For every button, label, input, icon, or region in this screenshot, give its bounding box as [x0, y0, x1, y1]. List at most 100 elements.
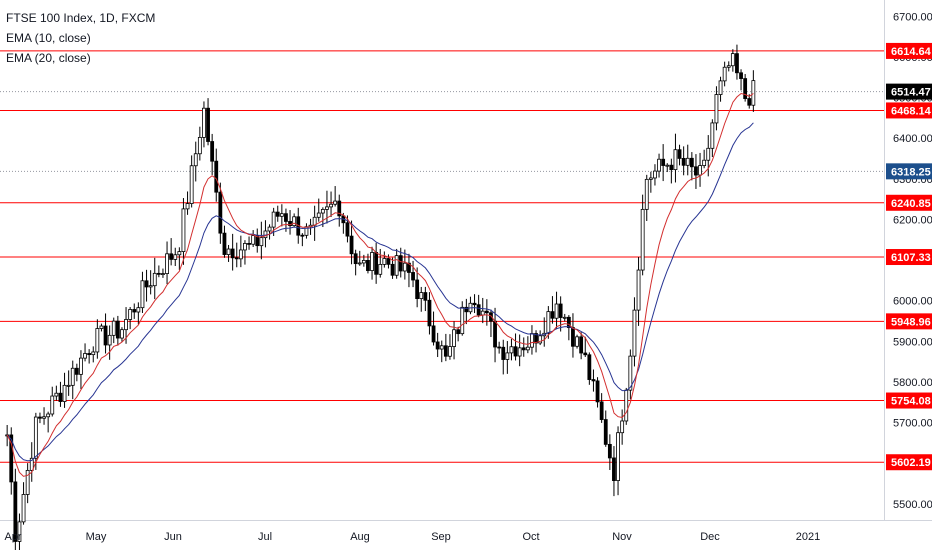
candle-down [431, 325, 436, 343]
level-price-tag-label: 6107.33 [891, 252, 931, 264]
price-axis[interactable]: 5500.005600.005700.005800.005900.006000.… [893, 11, 932, 511]
candle-down [694, 166, 698, 176]
candle-up [517, 347, 522, 357]
candle-down [13, 481, 18, 542]
candle-down [550, 311, 555, 319]
candle-up [657, 158, 661, 172]
candle-down [415, 279, 420, 300]
candle-up [189, 165, 194, 204]
candle-down [275, 211, 280, 217]
candle-down [300, 234, 305, 237]
candle-up [665, 164, 670, 167]
candle-up [726, 65, 731, 68]
time-tick-label: Sep [431, 531, 451, 543]
candle-up [616, 432, 620, 481]
time-tick-label: Jun [164, 531, 182, 543]
candle-up [62, 384, 67, 402]
time-tick-label: Aug [350, 531, 370, 543]
candle-down [566, 316, 571, 329]
candle-down [206, 107, 210, 142]
candle-up [46, 413, 51, 418]
candle-down [497, 346, 502, 349]
candle-up [706, 147, 711, 161]
level-price-tag-label: 6614.64 [891, 46, 932, 58]
candle-up [718, 80, 723, 95]
candle-up [193, 153, 198, 167]
level-price-tag [886, 194, 932, 211]
candlestick-series [5, 44, 756, 550]
candle-down [476, 304, 481, 316]
time-tick-label: Nov [612, 531, 632, 543]
candle-up [17, 521, 22, 542]
candle-down [743, 78, 748, 99]
candle-down [156, 272, 161, 275]
level-price-tag [886, 454, 932, 471]
candle-down [583, 352, 588, 356]
horizontal-levels [0, 50, 884, 463]
candle-down [132, 309, 137, 313]
candle-up [505, 352, 510, 360]
candle-up [259, 237, 264, 247]
candle-down [603, 419, 608, 445]
candle-up [79, 357, 83, 375]
price-tick-label: 6000.00 [893, 296, 932, 308]
level-price-tag-label: 6240.85 [891, 198, 931, 210]
candle-up [251, 235, 256, 245]
candle-up [243, 243, 247, 251]
candle-up [714, 94, 719, 124]
candle-down [87, 353, 92, 356]
candle-down [74, 367, 79, 375]
dotted-price-lines [0, 91, 884, 172]
candle-up [320, 208, 325, 214]
time-tick-label: May [86, 531, 107, 543]
candle-up [644, 178, 649, 210]
level-price-tag [886, 313, 932, 330]
candle-up [173, 254, 178, 260]
candle-up [70, 367, 75, 386]
candle-up [636, 269, 641, 311]
candle-down [288, 221, 292, 227]
candle-up [120, 329, 124, 339]
candle-down [115, 320, 120, 339]
level-price-tag-label: 5754.08 [891, 396, 931, 408]
candle-down [521, 347, 526, 351]
candle-up [267, 226, 272, 232]
candle-down [234, 257, 239, 260]
candle-down [284, 213, 288, 222]
candle-down [681, 158, 686, 166]
candle-down [9, 434, 14, 483]
price-tick-label: 5500.00 [893, 499, 932, 511]
candle-up [124, 319, 128, 331]
candle-up [402, 262, 407, 272]
candle-up [357, 262, 362, 265]
candle-up [107, 334, 112, 346]
level-price-tag-label: 5602.19 [891, 457, 931, 469]
candle-down [493, 320, 497, 348]
time-tick-label: 2021 [796, 531, 820, 543]
candle-up [530, 333, 534, 348]
candle-up [525, 346, 530, 351]
candle-up [66, 384, 71, 387]
candle-down [501, 346, 506, 360]
candle-up [361, 259, 366, 264]
candle-up [562, 316, 567, 319]
candle-down [443, 345, 448, 357]
level-price-tag [886, 102, 932, 119]
legend-ema-20: EMA (20, close) [6, 51, 91, 65]
candle-down [747, 98, 752, 106]
candle-down [230, 248, 235, 259]
candle-up [378, 263, 383, 275]
candle-down [689, 157, 694, 168]
candle-down [222, 232, 227, 255]
candle-down [169, 253, 174, 260]
candle-up [161, 273, 165, 275]
current-price-tag [886, 83, 932, 100]
candle-up [263, 230, 268, 239]
time-axis[interactable]: Apr May Jun Jul Aug Sep Oct Nov Dec 2021 [4, 531, 820, 543]
candle-down [386, 258, 391, 265]
candle-down [489, 312, 493, 322]
candle-down [337, 200, 342, 217]
marker-price-tag-label: 6318.25 [891, 166, 931, 178]
candle-up [370, 252, 374, 271]
